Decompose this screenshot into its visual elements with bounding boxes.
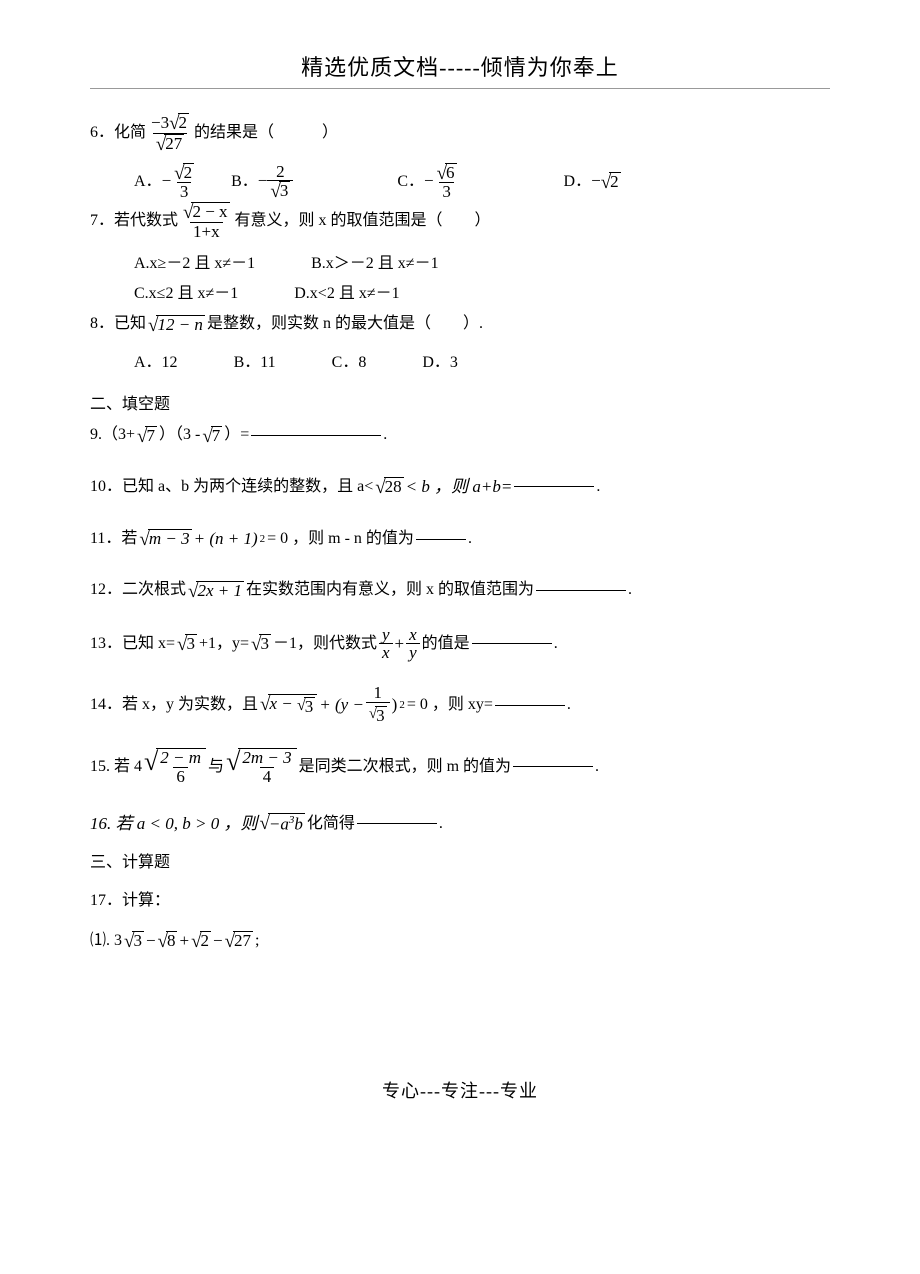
q8-choice-d: D．3 (422, 348, 458, 378)
q10: 10．已知 a、b 为两个连续的整数，且 a< √28 < b ，则 a+b= … (90, 471, 830, 503)
q8-choice-c: C．8 (332, 348, 367, 378)
blank-10 (514, 486, 594, 487)
q13: 13．已知 x= √3 +1，y= √3 －1，则代数式 yx + xy 的值是… (90, 626, 830, 663)
q16: 16. 若 a < 0, b > 0 ，则 √−a3b 化简得 . (90, 808, 830, 840)
q7-fraction: √2 − x 1+x (180, 202, 233, 241)
q7-choice-d: D.x<2 且 x≠－1 (294, 279, 399, 309)
q6-fraction: −3√2 √27 (148, 113, 192, 153)
q7-choice-a: A.x≥－2 且 x≠－1 (134, 249, 255, 279)
blank-16 (357, 823, 437, 824)
q15: 15. 若 4 √2 − m6 与 √2m − 34 是同类二次根式，则 m 的… (90, 748, 830, 786)
q8-choices: A．12 B．11 C．8 D．3 (90, 348, 830, 378)
q6-choices: A． − √23 B． − 2√3 C． − √63 D． − √2 (90, 161, 830, 202)
blank-11 (416, 539, 466, 540)
blank-12 (536, 590, 626, 591)
q7-choices: A.x≥－2 且 x≠－1 B.x＞－2 且 x≠－1 C.x≤2 且 x≠－1… (90, 249, 830, 310)
q7-stem: 7．若代数式 √2 − x 1+x 有意义，则 x 的取值范围是（ ） (90, 202, 830, 241)
section-2-heading: 二、填空题 (90, 390, 830, 414)
q11: 11．若 √m − 3 + (n + 1)2 = 0 ，则 m - n 的值为 … (90, 523, 830, 555)
q14: 14．若 x，y 为实数，且 √x − √3 + (y − 1√3 )2 = 0… (90, 684, 830, 726)
blank-9 (251, 435, 381, 436)
blank-13 (472, 643, 552, 644)
blank-15 (513, 766, 593, 767)
q8-choice-a: A．12 (134, 348, 178, 378)
q8-choice-b: B．11 (234, 348, 276, 378)
q9: 9.（3+ √7 ）（3 - √7 ）= . (90, 420, 830, 450)
q6-text-b: 的结果是（ ） (194, 118, 338, 148)
q6-choice-b: B． − 2√3 (231, 161, 293, 202)
page-footer: 专心---专注---专业 (90, 1077, 830, 1103)
q12: 12．二次根式 √2x + 1 在实数范围内有意义，则 x 的取值范围为 . (90, 575, 830, 605)
q6-choice-d: D． − √2 (564, 161, 621, 202)
page-header-title: 精选优质文档-----倾情为你奉上 (90, 50, 830, 82)
q6-choice-c: C． − √63 (397, 161, 459, 202)
q7-choice-c: C.x≤2 且 x≠－1 (134, 279, 238, 309)
q6-stem: 6．化简 −3√2 √27 的结果是（ ） (90, 113, 830, 153)
q6-text-a: 6．化简 (90, 118, 146, 148)
q6-choice-a: A． − √23 (134, 161, 197, 202)
blank-14 (495, 705, 565, 706)
q17-1: ⑴. 3 √3 − √8 + √2 − √27 ; (90, 925, 830, 957)
section-3-heading: 三、计算题 (90, 848, 830, 878)
q7-choice-b: B.x＞－2 且 x≠－1 (311, 249, 438, 279)
q17-head: 17．计算： (90, 886, 830, 916)
header-divider (90, 88, 830, 89)
q8-stem: 8．已知 √12 − n 是整数，则实数 n 的最大值是（ ）. (90, 309, 830, 339)
